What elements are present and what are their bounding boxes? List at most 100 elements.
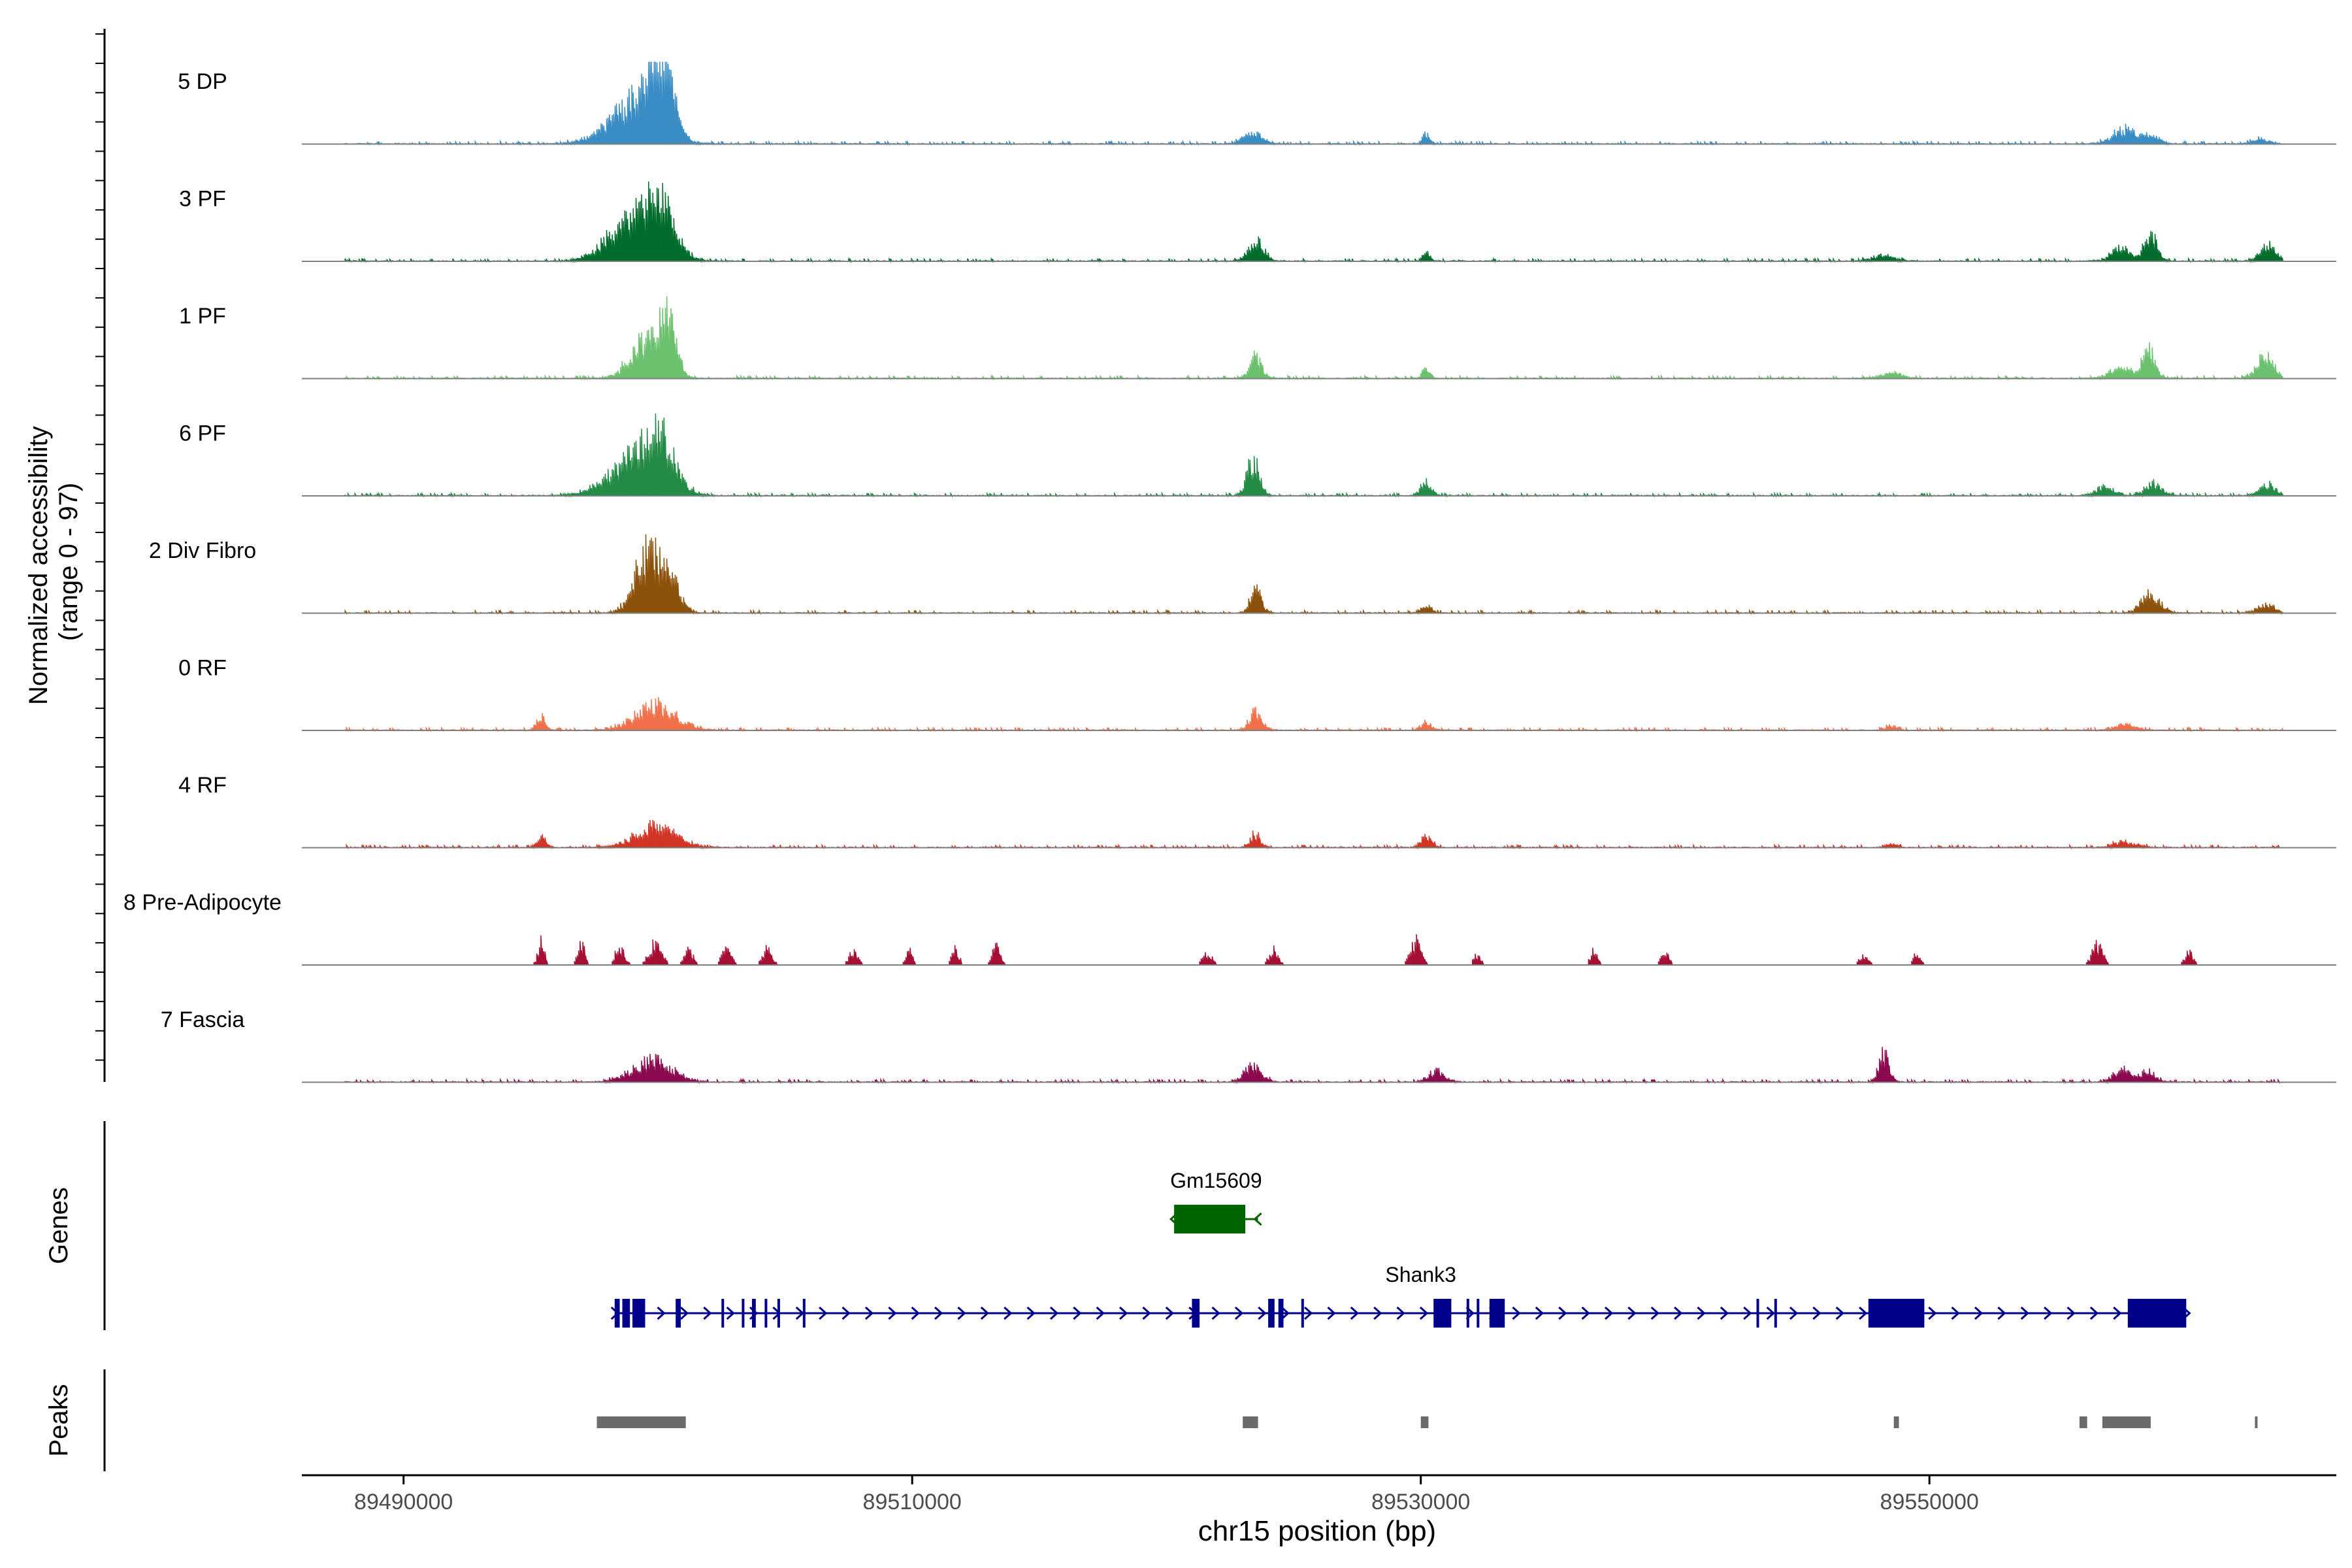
x-axis-ticks: 89490000 89510000 89530000 89550000 — [354, 1475, 1979, 1514]
strand-arrow — [1674, 1306, 1683, 1320]
strand-arrow — [1558, 1306, 1567, 1320]
track-label: 3 PF — [179, 187, 226, 212]
peak-region — [596, 1416, 686, 1428]
strand-arrow — [1396, 1306, 1405, 1320]
gene-exon — [752, 1299, 756, 1328]
track-4: 6 PF — [179, 413, 2336, 498]
peak-region — [1243, 1416, 1258, 1428]
track-2: 3 PF — [179, 181, 2336, 263]
strand-arrow — [1281, 1306, 1290, 1320]
coverage-area — [344, 1047, 2283, 1085]
gene-gm15609: Gm15609 — [1169, 1169, 1262, 1233]
coverage-area — [344, 61, 2283, 146]
peak-region — [2079, 1416, 2087, 1428]
strand-arrow — [1026, 1306, 1036, 1320]
strand-arrow — [1350, 1306, 1360, 1320]
gene-annotations: Gm15609 Shank3 — [610, 1169, 2191, 1328]
gene-exon — [1278, 1299, 1284, 1328]
gene-exon — [2127, 1299, 2187, 1328]
gene-exon — [676, 1299, 681, 1328]
x-axis-label: chr15 position (bp) — [1198, 1515, 1436, 1547]
gene-exon — [1489, 1299, 1505, 1328]
strand-arrow — [841, 1306, 851, 1320]
strand-arrow — [1142, 1306, 1151, 1320]
gene-shank3: Shank3 — [610, 1263, 2191, 1328]
strand-arrow — [1627, 1306, 1637, 1320]
track-1: 5 DP — [178, 61, 2336, 146]
gene-exon — [777, 1299, 780, 1328]
gene-exon — [764, 1299, 768, 1328]
strand-arrow — [1004, 1306, 1013, 1320]
strand-arrow — [1743, 1306, 1752, 1320]
x-tick-label: 89490000 — [354, 1490, 453, 1514]
strand-arrow — [2113, 1306, 2122, 1320]
peak-region — [2102, 1416, 2151, 1428]
strand-arrow — [1928, 1306, 1937, 1320]
strand-arrow — [1049, 1306, 1059, 1320]
gene-exon — [1268, 1299, 1275, 1328]
gene-exon — [1174, 1205, 1246, 1233]
strand-arrow — [1697, 1306, 1706, 1320]
track-label: 7 Fascia — [161, 1007, 245, 1032]
track-label: 0 RF — [178, 656, 227, 681]
strand-arrow — [980, 1306, 990, 1320]
strand-arrow — [1234, 1306, 1244, 1320]
strand-arrow — [726, 1306, 735, 1320]
track-label: 2 Div Fibro — [149, 538, 256, 563]
coverage-area — [344, 696, 2284, 732]
gene-exon — [1301, 1299, 1304, 1328]
strand-arrow — [1073, 1306, 1082, 1320]
x-tick-label: 89510000 — [863, 1490, 962, 1514]
strand-arrow — [1253, 1212, 1262, 1226]
gene-exon — [1868, 1299, 1925, 1328]
track-8: 8 Pre-Adipocyte — [123, 890, 2336, 966]
track-label: 8 Pre-Adipocyte — [123, 890, 282, 915]
strand-arrow — [1604, 1306, 1614, 1320]
strand-arrow — [911, 1306, 920, 1320]
strand-arrow — [703, 1306, 712, 1320]
gene-exon — [721, 1299, 725, 1328]
strand-arrow — [1581, 1306, 1590, 1320]
peak-regions — [596, 1416, 2258, 1428]
track-label: 5 DP — [178, 69, 227, 94]
strand-arrow — [1789, 1306, 1799, 1320]
gene-exon — [1774, 1299, 1777, 1328]
gene-exon — [742, 1299, 745, 1328]
strand-arrow — [1997, 1306, 2006, 1320]
strand-arrow — [1373, 1306, 1382, 1320]
peak-region — [1893, 1416, 1899, 1428]
gene-exon — [632, 1299, 645, 1328]
strand-arrow — [1419, 1306, 1429, 1320]
strand-arrow — [1165, 1306, 1175, 1320]
strand-arrow — [1720, 1306, 1729, 1320]
gene-exon — [1433, 1299, 1452, 1328]
track-label: 1 PF — [179, 304, 226, 329]
track-label: 6 PF — [179, 421, 226, 446]
gene-label: Shank3 — [1385, 1263, 1456, 1286]
strand-arrow — [1119, 1306, 1128, 1320]
peaks-panel-label: Peaks — [44, 1384, 73, 1456]
strand-arrow — [934, 1306, 943, 1320]
strand-arrow — [1859, 1306, 1868, 1320]
track-3: 1 PF — [179, 296, 2336, 381]
strand-arrow — [957, 1306, 966, 1320]
gene-exon — [1192, 1299, 1200, 1328]
gene-exon — [1477, 1299, 1480, 1328]
coverage-area — [344, 181, 2284, 263]
strand-arrow — [1650, 1306, 1659, 1320]
strand-arrow — [679, 1306, 689, 1320]
coverage-area — [344, 534, 2284, 615]
strand-arrow — [2020, 1306, 2029, 1320]
strand-arrow — [2066, 1306, 2076, 1320]
strand-arrow — [1211, 1306, 1220, 1320]
x-tick-label: 89530000 — [1371, 1490, 1470, 1514]
coverage-area — [344, 819, 2283, 850]
peak-region — [1420, 1416, 1429, 1428]
gene-exon — [802, 1299, 806, 1328]
strand-arrow — [1535, 1306, 1544, 1320]
gene-exon — [614, 1299, 620, 1328]
track-6: 0 RF — [178, 656, 2336, 732]
strand-arrow — [1096, 1306, 1105, 1320]
strand-arrow — [864, 1306, 874, 1320]
